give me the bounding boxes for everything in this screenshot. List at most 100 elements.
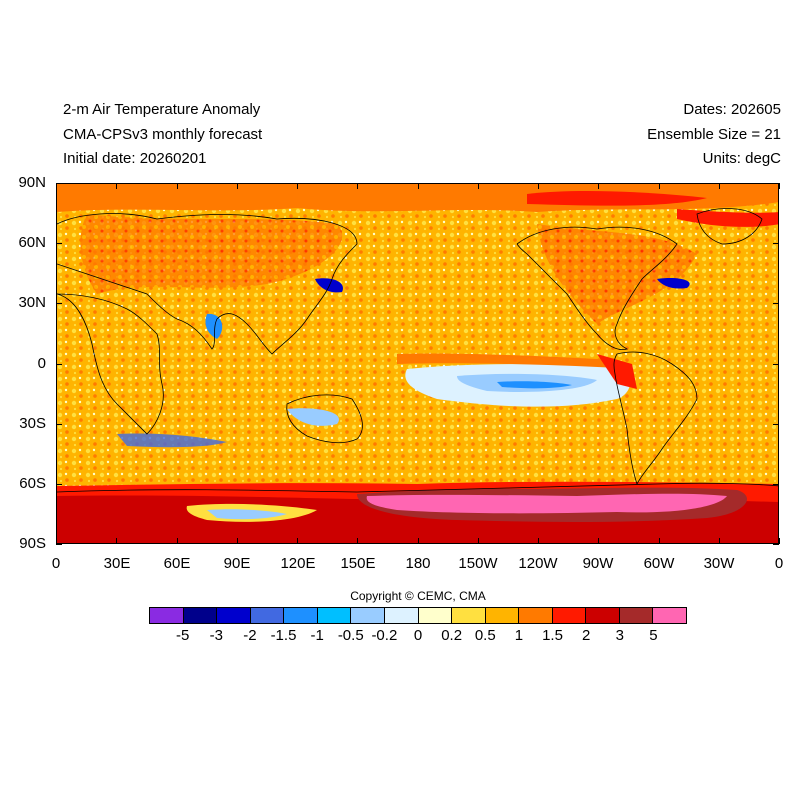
tick-mark [773, 243, 779, 245]
tick-mark [176, 538, 178, 544]
lat-label-90n: 90N [18, 174, 46, 191]
colorbar-label: -1 [310, 627, 324, 644]
colorbar-box-3 [250, 608, 285, 623]
tick-mark [658, 183, 660, 189]
tick-mark [417, 538, 419, 544]
tick-mark [56, 243, 62, 245]
australia-cool-patch [287, 408, 339, 426]
colorbar-label: 0 [413, 627, 423, 644]
arctic-hotspot [527, 191, 707, 206]
greenland-coast [696, 208, 763, 245]
tick-mark [779, 183, 780, 189]
tick-mark [56, 183, 62, 184]
east-antarctica-cool [207, 509, 287, 520]
tick-mark [779, 538, 780, 544]
units-label: Units: degC [702, 150, 781, 167]
tick-mark [116, 538, 118, 544]
ensemble-size: Ensemble Size = 21 [647, 126, 781, 143]
tick-mark [773, 303, 779, 305]
colorbar-box-6 [351, 608, 385, 623]
tick-mark [56, 544, 62, 545]
colorbar-box-12 [552, 608, 587, 623]
tick-mark [718, 183, 720, 189]
tick-mark [538, 183, 539, 189]
colorbar-label: 5 [649, 627, 658, 644]
tick-mark [236, 183, 238, 189]
colorbar-box-5 [317, 608, 352, 623]
tick-mark [773, 544, 779, 545]
australia-coast [286, 394, 363, 444]
colorbar-box-11 [519, 608, 553, 623]
tick-mark [236, 538, 238, 544]
africa-coast [57, 293, 164, 435]
south-america-coast [613, 351, 698, 486]
tick-mark [56, 538, 57, 544]
eurasia-coast [57, 213, 358, 355]
eurasia-warm [80, 214, 343, 294]
tick-mark [56, 423, 62, 425]
lon-label-0-east: 0 [774, 555, 784, 572]
pacific-cold-center [497, 381, 572, 389]
antarctica-coast [57, 482, 778, 493]
copyright-text: Copyright © CEMC, CMA [350, 589, 486, 603]
coastlines [57, 208, 778, 493]
tick-mark [297, 538, 298, 544]
tick-mark [477, 183, 479, 189]
lon-label-60w: 60W [643, 555, 675, 572]
north-america-coast [516, 226, 678, 351]
tick-mark [658, 538, 660, 544]
tick-mark [718, 538, 720, 544]
chart-title: 2-m Air Temperature Anomaly [63, 101, 261, 118]
map-canvas [57, 184, 778, 543]
colorbar-box-14 [619, 608, 654, 623]
colorbar-label: 0.2 [441, 627, 463, 644]
model-name: CMA-CPSv3 monthly forecast [63, 126, 263, 143]
colorbar [149, 607, 687, 624]
colorbar-label: -0.5 [337, 627, 364, 644]
lon-label-180: 180 [405, 555, 431, 572]
colorbar-label: -5 [175, 627, 190, 644]
colorbar-label: -0.2 [371, 627, 398, 644]
colorbar-box-8 [418, 608, 453, 623]
tick-mark [357, 183, 359, 189]
colorbar-label: 0.5 [474, 627, 496, 644]
atlantic-cold-patch [657, 278, 690, 289]
tick-mark [297, 183, 298, 189]
lat-label-eq: 0 [37, 355, 46, 372]
colorbar-box-15 [653, 608, 686, 623]
initial-date: Initial date: 20260201 [63, 150, 207, 167]
tick-mark [477, 538, 479, 544]
lat-label-60n: 60N [18, 234, 46, 251]
antarctic-extreme-warm [366, 493, 727, 514]
equatorial-warm-strip [397, 353, 617, 368]
colorbar-label: 1.5 [542, 627, 563, 644]
colorbar-box-2 [217, 608, 251, 623]
lat-label-60s: 60S [19, 475, 46, 492]
north-america-warm [537, 224, 697, 324]
lon-label-90e: 90E [223, 555, 251, 572]
colorbar-label: -3 [209, 627, 223, 644]
colorbar-box-13 [586, 608, 620, 623]
colorbar-label: -1.5 [270, 627, 297, 644]
colorbar-box-10 [485, 608, 520, 623]
tick-mark [56, 483, 62, 485]
colorbar-label: -2 [243, 627, 257, 644]
anomaly-map [56, 183, 779, 544]
tick-mark [773, 183, 779, 184]
tick-mark [598, 538, 600, 544]
tick-mark [598, 183, 600, 189]
colorbar-box-1 [183, 608, 218, 623]
lon-label-90w: 90W [582, 555, 614, 572]
tick-mark [176, 183, 178, 189]
tick-mark [538, 538, 539, 544]
tick-mark [773, 423, 779, 425]
colorbar-box-4 [284, 608, 318, 623]
lon-label-0: 0 [51, 555, 61, 572]
tick-mark [56, 303, 62, 305]
colorbar-box-9 [452, 608, 486, 623]
tick-mark [56, 363, 62, 365]
tick-mark [773, 483, 779, 485]
tick-mark [56, 183, 57, 189]
colorbar-box-0 [150, 608, 184, 623]
lon-label-120e: 120E [280, 555, 316, 572]
